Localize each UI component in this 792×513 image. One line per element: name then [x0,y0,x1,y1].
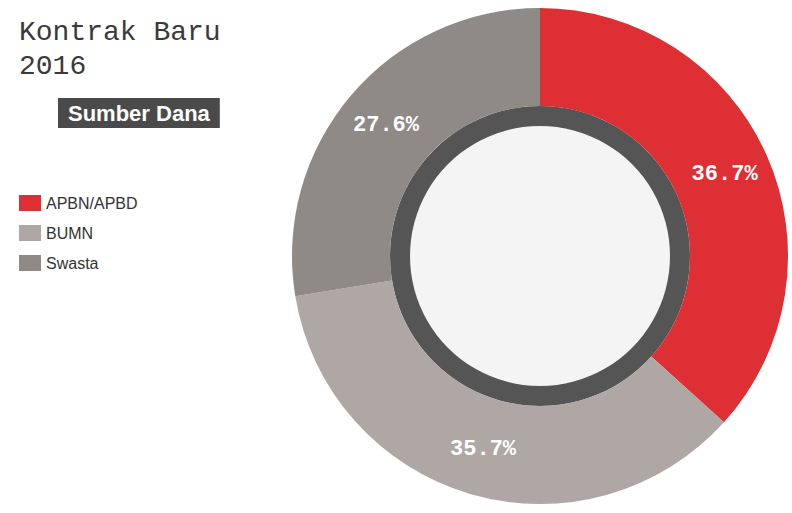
svg-text:35.7%: 35.7% [450,437,517,462]
svg-text:27.6%: 27.6% [353,113,420,138]
svg-text:2016: 2016 [19,51,86,82]
svg-text:Sumber Dana: Sumber Dana [68,101,211,126]
svg-text:36.7%: 36.7% [692,162,759,187]
svg-text:Swasta: Swasta [46,255,99,272]
svg-text:BUMN: BUMN [46,225,93,242]
svg-text:APBN/APBD: APBN/APBD [46,195,138,212]
svg-text:Kontrak Baru: Kontrak Baru [19,17,237,48]
